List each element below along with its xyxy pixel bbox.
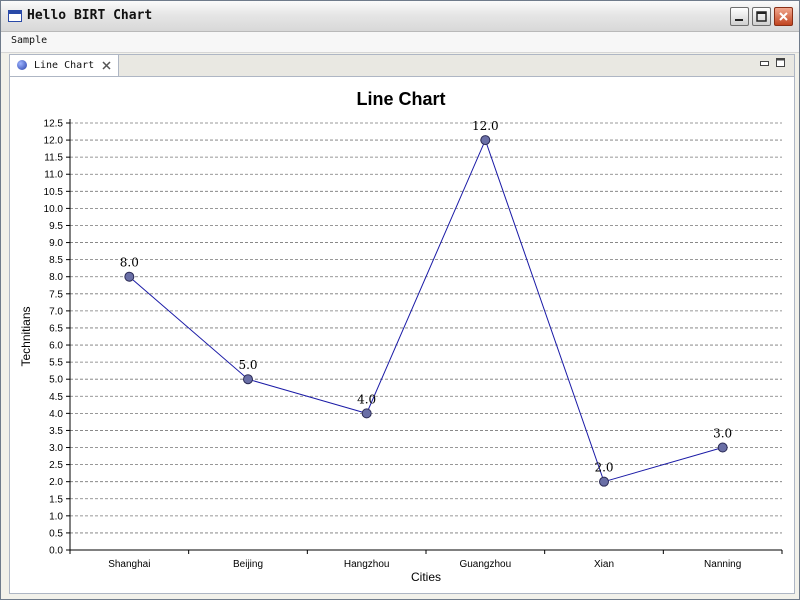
x-tick-label: Xian [594,559,614,570]
y-tick-label: 1.5 [49,494,63,505]
data-point [361,408,372,419]
data-label: 2.0 [594,461,613,475]
tab-close-icon[interactable] [100,59,113,72]
y-tick-label: 3.0 [49,443,63,454]
close-button[interactable] [774,7,793,26]
y-tick-label: 1.0 [49,511,63,522]
data-point [480,135,491,146]
chart-title: Line Chart [356,89,445,109]
y-tick-label: 7.0 [49,306,63,317]
data-label: 12.0 [472,119,499,133]
window-title: Hello BIRT Chart [27,8,153,23]
maximize-icon [756,11,767,22]
data-labels: 8.0 5.0 4.0 12.0 2.0 3.0 [120,119,732,475]
line-chart: Line Chart Technitians Cities 0.0 0.5 1.0 1… [19,89,783,584]
chart-icon [17,60,27,70]
title-bar[interactable]: Hello BIRT Chart [1,1,799,32]
y-tick-label: 12.5 [44,119,64,130]
x-tick-label: Nanning [704,559,741,570]
y-tick-label: 10.5 [44,187,64,198]
gridlines [70,122,782,534]
data-point [243,374,253,385]
y-tick-label: 2.5 [49,460,63,471]
minimize-button[interactable] [730,7,749,26]
view-minimize-icon[interactable] [760,61,769,67]
close-icon [779,12,788,21]
maximize-button[interactable] [752,7,771,26]
y-tick-label: 2.0 [49,477,63,488]
window-icon [8,10,22,22]
y-tick-label: 0.0 [49,546,63,557]
data-label: 4.0 [357,392,376,406]
series-line [129,138,723,483]
y-tick-label: 4.5 [49,392,63,403]
y-tick-label: 6.0 [49,341,63,352]
y-tick-label: 7.5 [49,289,63,300]
tab-line-chart[interactable]: Line Chart [10,55,119,77]
y-tick-label: 3.5 [49,426,63,437]
y-tick-label: 9.5 [49,221,63,232]
data-label: 3.0 [713,427,732,441]
data-point [717,442,728,453]
data-point [599,476,609,487]
y-axis-title: Technitians [19,306,33,366]
data-label: 8.0 [120,256,139,270]
y-tick-label: 12.0 [44,136,64,147]
x-tick-label: Hangzhou [344,559,390,570]
x-tick-label: Guangzhou [459,559,511,570]
tab-label: Line Chart [34,60,95,71]
data-point [124,271,135,282]
chart-pane: Line Chart Technitians Cities 0.0 0.5 1.0 1… [9,76,795,594]
y-tick-label: 10.0 [44,204,64,215]
y-tick-label: 11.0 [44,170,63,181]
tick-labels: 0.0 0.5 1.0 1.5 2.0 2.5 3.0 3.5 4.0 4.5 5.0 5.5 6.0 6… [44,119,742,571]
view-maximize-icon[interactable] [776,58,785,67]
minimize-icon [735,19,743,21]
data-label: 5.0 [238,358,257,372]
y-tick-label: 8.0 [49,272,63,283]
y-tick-label: 8.5 [49,255,63,266]
x-axis-title: Cities [411,570,441,584]
y-tick-label: 5.0 [49,375,63,386]
y-tick-label: 6.5 [49,323,63,334]
y-tick-label: 5.5 [49,358,63,369]
menu-bar: Sample [1,32,799,53]
y-tick-label: 11.5 [44,153,63,164]
editor-tab-bar: Line Chart [9,54,795,77]
x-tick-label: Shanghai [108,559,150,570]
menu-item-sample[interactable]: Sample [11,35,48,46]
y-tick-label: 4.0 [49,409,63,420]
x-tick-label: Beijing [233,559,263,570]
y-tick-label: 0.5 [49,528,63,539]
series-1 [124,135,728,487]
axes [66,119,783,554]
y-tick-label: 9.0 [49,238,63,249]
